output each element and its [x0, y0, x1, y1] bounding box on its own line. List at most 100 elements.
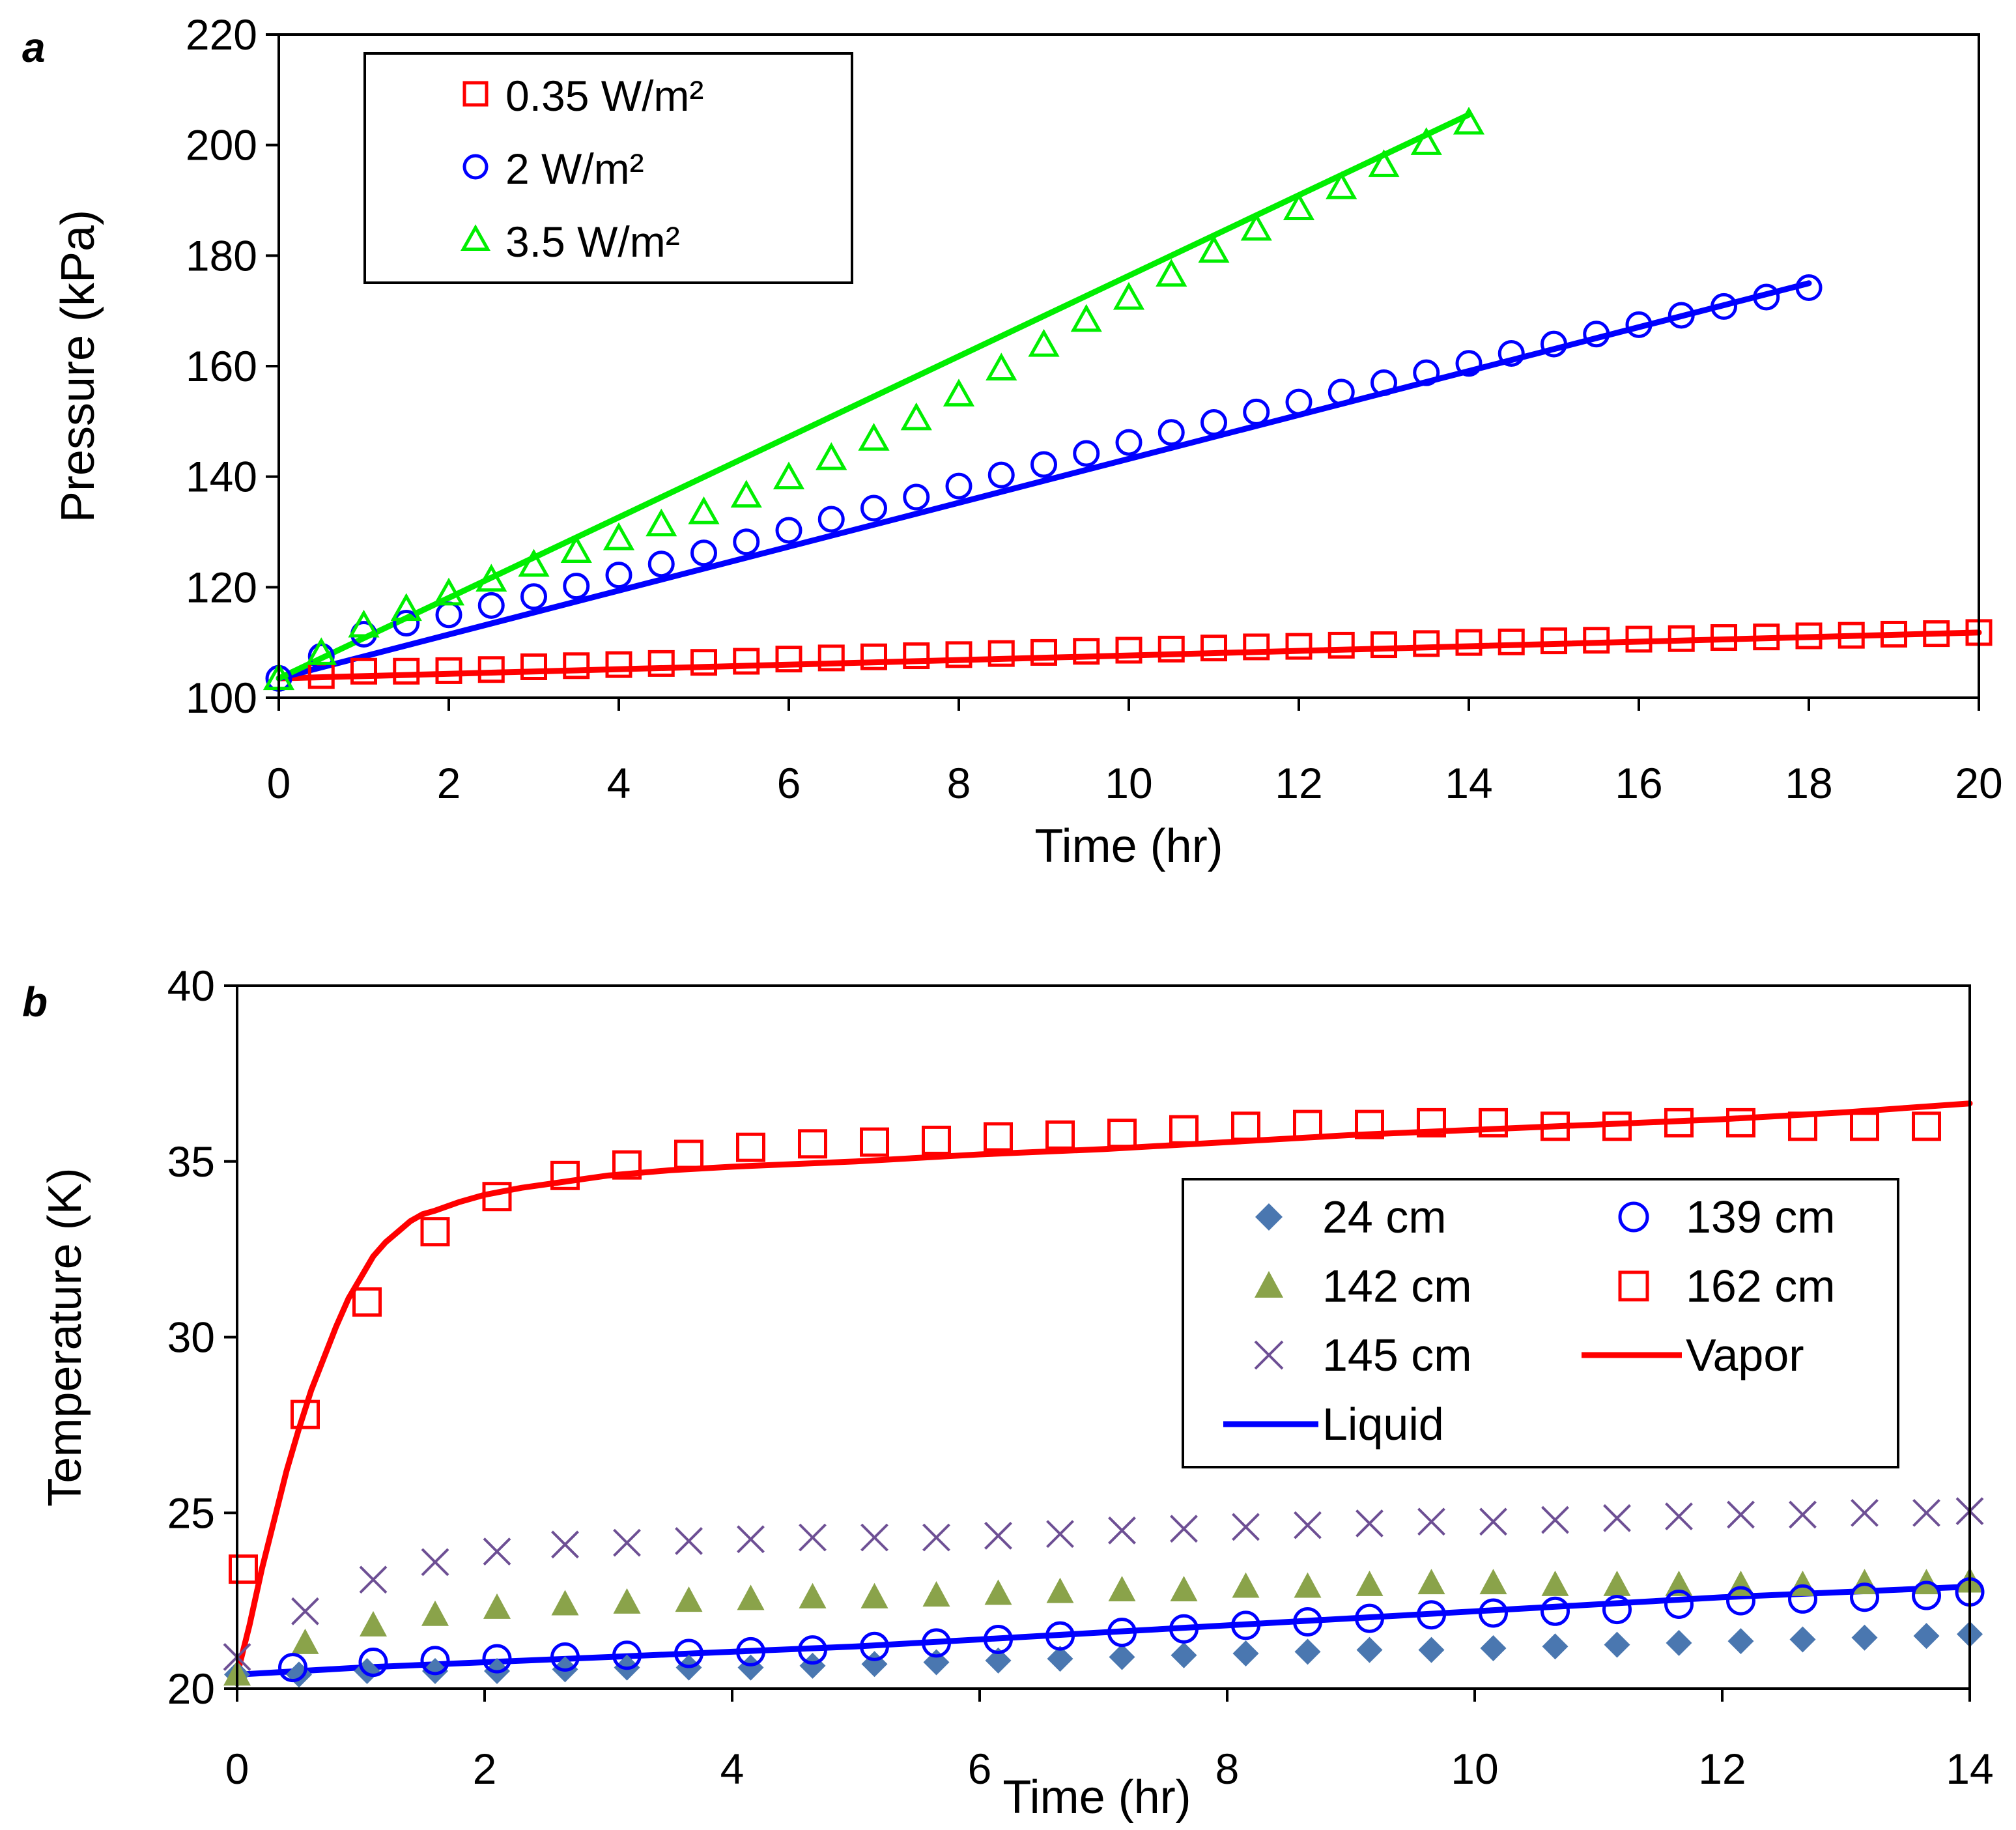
data-point	[945, 641, 973, 668]
data-point	[1156, 259, 1187, 287]
legend-item-139-cm: 139 cm	[1618, 1192, 1836, 1242]
x-tick-label: 10	[1451, 1745, 1498, 1793]
x-tick-label: 0	[267, 759, 291, 807]
panel-a-x-axis-label: Time (hr)	[1034, 820, 1223, 872]
data-point	[1881, 620, 1907, 648]
data-point	[291, 1628, 319, 1654]
data-point	[551, 1590, 579, 1616]
data-point	[612, 1150, 642, 1180]
data-point	[476, 564, 507, 592]
data-point	[1603, 1504, 1631, 1532]
data-point	[1795, 274, 1823, 302]
data-point	[1479, 1508, 1507, 1536]
data-point	[1170, 1515, 1198, 1543]
data-point	[816, 442, 847, 470]
data-point	[1115, 429, 1143, 456]
data-point	[1541, 1506, 1569, 1534]
legend-label: Vapor	[1686, 1330, 1804, 1380]
data-point	[903, 483, 930, 511]
data-point	[984, 1122, 1013, 1152]
data-point	[420, 1217, 450, 1247]
y-tick-label: 40	[167, 962, 215, 1010]
y-tick-label: 30	[167, 1313, 215, 1362]
data-point	[1788, 1111, 1817, 1141]
data-point	[1851, 1498, 1879, 1527]
panel-a-ticks: 0 2 4 6 8 10 12 14 16 18 20 100 120 140 160 180 200 220	[186, 10, 2003, 807]
data-point	[291, 1597, 319, 1625]
data-point	[1169, 1614, 1199, 1644]
x-tick-label: 4	[607, 759, 631, 807]
data-point	[1047, 1646, 1073, 1672]
data-point	[860, 1582, 888, 1608]
y-tick-label: 140	[186, 453, 257, 501]
panel-a-chart: 0 2 4 6 8 10 12 14 16 18 20 100 120 140 160 180 200 220 T…	[22, 10, 2003, 872]
data-point	[1602, 1595, 1632, 1625]
points-145-cm	[223, 1497, 1984, 1671]
legend-label: 2 W/m²	[505, 145, 644, 193]
data-point	[1664, 1108, 1694, 1137]
series-liquid	[234, 1584, 1973, 1678]
data-point	[1541, 1570, 1569, 1596]
data-point	[775, 517, 802, 544]
data-point	[1418, 1637, 1445, 1663]
data-point	[1625, 311, 1653, 338]
x-tick-label: 20	[1955, 759, 2002, 807]
y-tick-label: 200	[186, 121, 257, 169]
data-point	[737, 1525, 765, 1554]
data-point	[1666, 1629, 1692, 1656]
data-point	[1726, 1108, 1755, 1137]
data-point	[421, 1600, 449, 1626]
data-point	[1243, 633, 1270, 661]
data-point	[1540, 627, 1567, 655]
data-point	[477, 592, 505, 619]
data-point	[482, 1182, 512, 1212]
data-point	[518, 549, 550, 577]
data-point	[1231, 1610, 1260, 1640]
data-point	[1045, 1621, 1075, 1651]
legend-item-3-5-w-m: 3.5 W/m²	[461, 218, 680, 266]
data-point	[1912, 1498, 1940, 1527]
legend-marker	[462, 154, 489, 180]
data-point	[1115, 636, 1143, 664]
data-point	[1045, 1120, 1075, 1150]
data-point	[1625, 625, 1653, 653]
x-tick-label: 0	[225, 1745, 249, 1793]
data-point	[1355, 1603, 1384, 1633]
legend-marker	[1254, 1340, 1284, 1370]
data-point	[483, 1537, 511, 1566]
x-tick-label: 6	[777, 759, 801, 807]
data-point	[984, 1624, 1013, 1654]
data-point	[1073, 638, 1100, 665]
data-point	[1285, 633, 1313, 660]
data-point	[229, 1554, 258, 1584]
data-point	[1417, 1508, 1445, 1536]
data-point	[551, 1530, 579, 1559]
data-point	[1198, 235, 1230, 263]
data-point	[984, 1521, 1012, 1550]
data-point	[737, 1654, 764, 1681]
data-point	[688, 496, 720, 524]
legend-label: 145 cm	[1322, 1330, 1472, 1380]
data-point	[860, 1523, 888, 1552]
data-point	[1356, 1637, 1383, 1663]
data-point	[291, 1399, 320, 1429]
data-point	[860, 1631, 889, 1661]
data-point	[1664, 1590, 1694, 1620]
data-point	[1327, 379, 1355, 406]
data-point	[860, 643, 887, 670]
legend-item-24-cm: 24 cm	[1255, 1192, 1447, 1242]
data-point	[1370, 631, 1397, 659]
data-point	[1583, 627, 1610, 654]
data-point	[1113, 281, 1145, 310]
x-tick-label: 16	[1615, 759, 1662, 807]
data-point	[1243, 398, 1270, 425]
data-point	[1453, 106, 1485, 135]
points-139-cm	[278, 1577, 1985, 1683]
data-point	[1107, 1119, 1137, 1149]
data-point	[1283, 192, 1315, 221]
data-point	[563, 652, 590, 679]
series-2-w-m	[276, 280, 1812, 681]
legend-marker	[461, 224, 490, 251]
data-point	[605, 651, 632, 678]
data-point	[422, 1658, 448, 1685]
